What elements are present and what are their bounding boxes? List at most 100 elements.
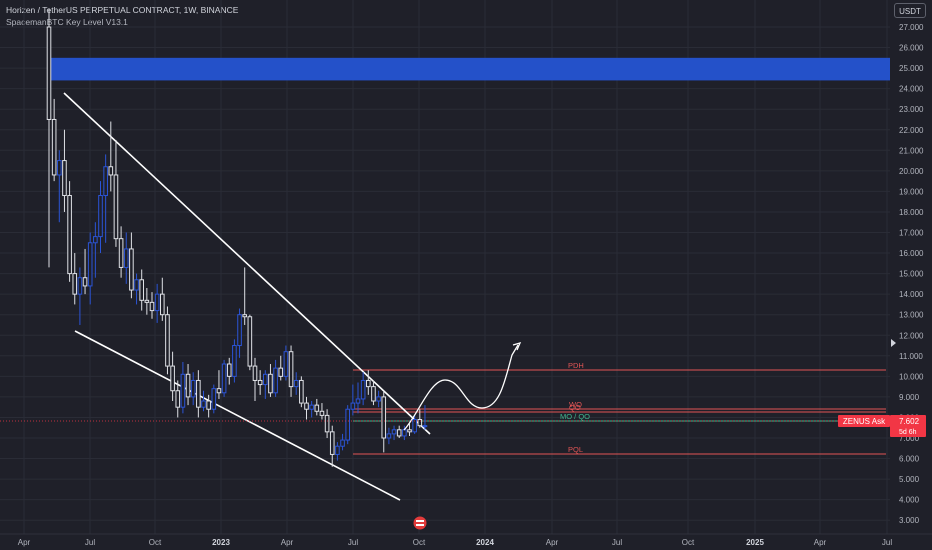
key-level-label: WO — [569, 400, 582, 409]
candle-body — [62, 160, 67, 197]
y-tick-label: 26.000 — [899, 44, 924, 53]
candle-body — [335, 445, 340, 455]
candle-body — [247, 316, 253, 367]
y-tick-label: 3.000 — [899, 516, 920, 525]
candle-body — [77, 277, 83, 295]
y-tick-label: 20.000 — [899, 167, 924, 176]
y-tick-label: 21.000 — [899, 146, 924, 155]
currency-badge[interactable]: USDT — [894, 3, 926, 18]
y-tick-label: 9.000 — [899, 393, 920, 402]
candle-body — [134, 279, 139, 291]
candle-body — [108, 166, 114, 176]
candle-body — [165, 314, 170, 367]
event-flag-icon[interactable] — [413, 516, 427, 530]
candle-body — [87, 242, 93, 287]
candle-body — [422, 425, 428, 428]
candle-body — [396, 429, 402, 437]
candle-body — [273, 367, 278, 394]
y-tick-label: 5.000 — [899, 475, 920, 484]
symbol-title[interactable]: Horizen / TetherUS PERPETUAL CONTRACT, 1… — [6, 5, 239, 15]
candle-body — [237, 314, 242, 347]
trendlines[interactable] — [63, 92, 431, 501]
price-tag — [890, 415, 926, 437]
candle-body — [206, 400, 211, 410]
y-tick-label: 17.000 — [899, 229, 924, 238]
y-tick-label: 22.000 — [899, 126, 924, 135]
candle-body — [242, 314, 247, 318]
candle-body — [232, 345, 237, 377]
candle-body — [103, 166, 108, 197]
candle-body — [72, 273, 78, 295]
y-tick-label: 11.000 — [899, 352, 923, 361]
candle-body — [268, 373, 273, 394]
candle-body — [288, 351, 294, 388]
key-level-label: QO — [569, 403, 581, 412]
y-tick-label: 6.000 — [899, 455, 920, 464]
supply-zone — [47, 57, 890, 81]
x-tick-label: Jul — [612, 538, 622, 547]
event-flag-stripe — [416, 520, 424, 522]
candle-body — [93, 236, 98, 244]
candle-body — [391, 429, 397, 435]
candle-body — [329, 431, 335, 455]
x-tick-label: 2023 — [212, 538, 230, 547]
candle-body — [144, 299, 150, 303]
candle-body — [386, 433, 392, 439]
candle-body — [417, 419, 423, 427]
candles — [46, 8, 428, 467]
candle-body — [299, 379, 304, 404]
x-tick-label: 2024 — [476, 538, 494, 547]
candle-body — [412, 419, 417, 433]
x-tick-label: Apr — [18, 538, 31, 547]
y-tick-label: 23.000 — [899, 105, 924, 114]
candle-body — [46, 26, 52, 120]
projection-path — [403, 344, 519, 431]
candle-body — [402, 429, 407, 437]
candle-body — [293, 379, 299, 388]
candle-body — [154, 293, 160, 312]
x-tick-label: Jul — [882, 538, 892, 547]
time-axis[interactable]: Apr Jul Oct 2023 Apr Jul Oct 2024 Apr Jul Oct 2025 A… — [0, 533, 932, 547]
key-level-label: PQL — [568, 445, 583, 454]
candle-body — [129, 248, 134, 291]
chart-overlays[interactable] — [413, 339, 897, 530]
candle-body — [67, 195, 72, 275]
price-tags: ZENUS Ask 7.602 5d 6h — [838, 415, 926, 437]
candle-body — [278, 367, 284, 377]
candle-body — [345, 408, 350, 441]
x-tick-label: Apr — [814, 538, 827, 547]
candle-body — [381, 396, 387, 439]
y-tick-label: 10.000 — [899, 372, 924, 381]
price-axis[interactable]: 27.000 26.000 25.000 24.000 23.000 22.000 21.0… — [899, 23, 924, 525]
candle-body — [201, 400, 206, 408]
candle-body — [123, 248, 129, 268]
candle-body — [118, 238, 124, 268]
candle-body — [360, 379, 366, 400]
event-flag-bg — [413, 516, 427, 530]
supply-zone-rect — [47, 57, 890, 81]
candle-body — [283, 351, 289, 377]
candle-body — [226, 363, 232, 377]
candle-body — [57, 160, 62, 176]
candle-body — [376, 396, 381, 402]
x-tick-label: Oct — [682, 538, 695, 547]
indicator-label[interactable]: SpacemanBTC Key Level V13.1 — [6, 17, 128, 27]
candle-body — [350, 402, 356, 410]
event-flag-stripe — [416, 524, 424, 526]
y-tick-label: 19.000 — [899, 187, 924, 196]
candle-body — [263, 373, 268, 386]
candle-body — [252, 365, 258, 381]
candle-body — [175, 390, 181, 408]
y-tick-label: 15.000 — [899, 270, 924, 279]
candle-body — [196, 379, 201, 408]
candle-body — [324, 414, 330, 433]
projection-arrow[interactable] — [403, 341, 522, 431]
candle-body — [221, 363, 227, 394]
key-level-label: PDH — [568, 361, 584, 370]
ask-label-tag — [838, 415, 890, 427]
scroll-right-icon[interactable] — [891, 339, 896, 347]
candle-body — [216, 388, 222, 394]
grid — [0, 0, 890, 534]
candle-body — [170, 365, 175, 392]
